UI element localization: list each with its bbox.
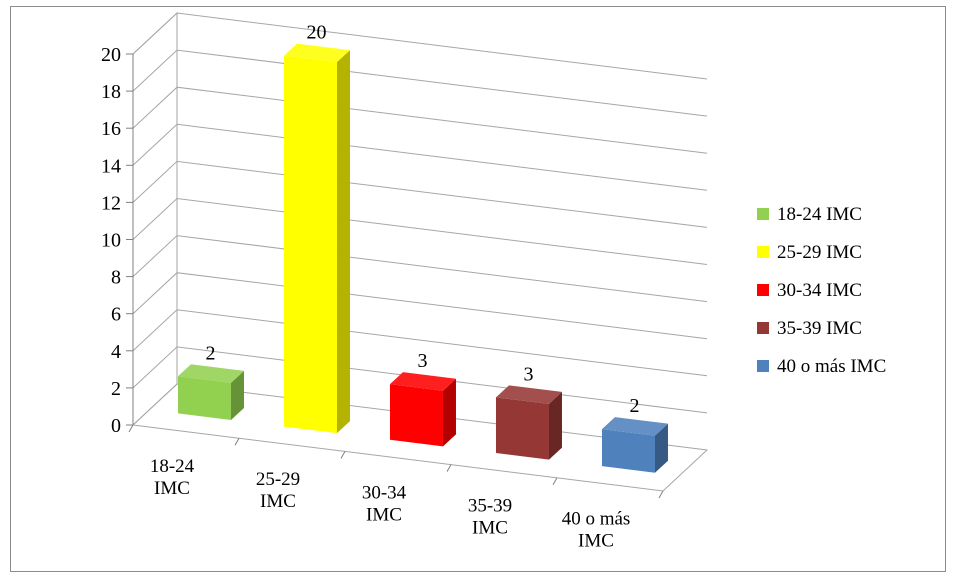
category-label: 18-24 IMC (150, 456, 195, 499)
category-label-line: IMC (472, 517, 508, 538)
chart-border (10, 6, 946, 572)
y-tick-label: 18 (101, 81, 121, 103)
x-tick (340, 451, 346, 459)
bar-side (336, 50, 350, 434)
data-label: 2 (629, 395, 639, 417)
y-tick-label: 4 (111, 341, 121, 363)
x-tick (658, 490, 664, 499)
bars (177, 43, 668, 473)
gridline (132, 86, 708, 154)
x-tick (128, 424, 134, 433)
data-label: 2 (205, 342, 215, 364)
category-label-line: 18-24 (150, 456, 195, 477)
bar-side (230, 370, 244, 420)
bar-2 (283, 43, 350, 434)
y-tick-label: 0 (111, 415, 121, 437)
x-tick (234, 437, 240, 446)
bar-top (389, 372, 456, 391)
legend-swatch (757, 322, 769, 334)
gridline (132, 49, 708, 117)
bar-top (283, 43, 350, 63)
legend-label: 35-39 IMC (777, 318, 862, 339)
category-label-line: IMC (260, 491, 296, 512)
bar-top (601, 417, 668, 436)
y-tick-label: 20 (101, 44, 121, 66)
bar-4 (495, 385, 562, 460)
bar-front (389, 384, 443, 447)
legend-label: 18-24 IMC (777, 204, 862, 225)
gridlines (132, 12, 708, 414)
gridline (132, 197, 708, 265)
y-tick-label: 6 (111, 304, 121, 326)
legend-label: 40 o más IMC (777, 356, 886, 377)
bar-1 (177, 364, 244, 420)
y-tick-label: 2 (111, 378, 121, 400)
legend-swatch (757, 208, 769, 220)
gridline (132, 123, 708, 191)
bar-front (495, 397, 549, 460)
bar-top (495, 385, 562, 404)
gridline (132, 235, 708, 303)
category-label: 25-29 IMC (256, 469, 300, 512)
legend: 18-24 IMC 25-29 IMC 30-34 IMC 35-39 IMC 40 o… (757, 204, 886, 377)
data-label: 3 (417, 350, 427, 372)
category-label-line: 30-34 (362, 482, 407, 503)
bar-front (283, 55, 337, 434)
bar-front (177, 376, 231, 420)
category-label-line: IMC (366, 504, 402, 525)
legend-label: 25-29 IMC (777, 242, 862, 263)
data-label: 20 (306, 22, 326, 44)
y-tick-label: 8 (111, 267, 121, 289)
y-tick-label: 12 (101, 192, 121, 214)
y-tick-label: 10 (101, 230, 121, 252)
bar-side (654, 423, 668, 473)
category-label-line: IMC (154, 478, 190, 499)
bar-3 (389, 372, 456, 447)
gridline (132, 160, 708, 228)
legend-swatch (757, 284, 769, 296)
bar-5 (601, 417, 668, 473)
x-tick (552, 477, 558, 486)
legend-swatch (757, 246, 769, 258)
bar-front (601, 429, 655, 473)
data-label: 3 (523, 363, 533, 385)
bar-top (177, 364, 244, 383)
legend-label: 30-34 IMC (777, 280, 862, 301)
floor (131, 383, 709, 492)
bar-side (548, 391, 562, 460)
category-label-line: 25-29 (256, 469, 300, 490)
gridline (132, 12, 708, 80)
gridline (132, 272, 708, 340)
category-label: 30-34 IMC (362, 482, 407, 525)
category-label-line: IMC (578, 531, 614, 552)
x-tick (446, 464, 452, 472)
category-label-line: 35-39 (468, 495, 512, 516)
bar-side (442, 378, 456, 447)
gridline (132, 309, 708, 377)
category-label-line: 40 o más (562, 509, 631, 530)
axes (126, 53, 664, 499)
y-tick-label: 16 (101, 118, 121, 140)
category-label: 35-39 IMC (468, 495, 512, 538)
category-label: 40 o más IMC (562, 509, 631, 552)
legend-swatch (757, 360, 769, 372)
y-tick-label: 14 (101, 155, 121, 177)
